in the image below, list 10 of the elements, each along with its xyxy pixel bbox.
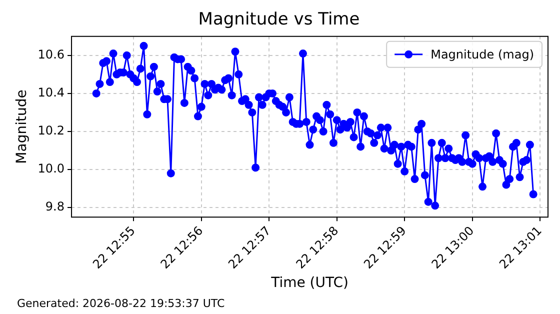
chart-title: Magnitude vs Time [198,10,360,30]
y-tick-label: 9.8 [45,200,65,214]
y-axis-title: Magnitude [14,90,30,164]
y-tick-label: 10.4 [38,86,65,100]
x-axis-title: Time (UTC) [270,275,348,292]
text: Generated: 2026-08-22 19:53:37 UTC [17,297,225,310]
legend-label: Magnitude (mag) [430,48,534,62]
y-tick-label: 10.6 [38,48,65,62]
y-tick-label: 10.0 [38,162,65,176]
y-tick-label: 10.2 [38,124,65,138]
